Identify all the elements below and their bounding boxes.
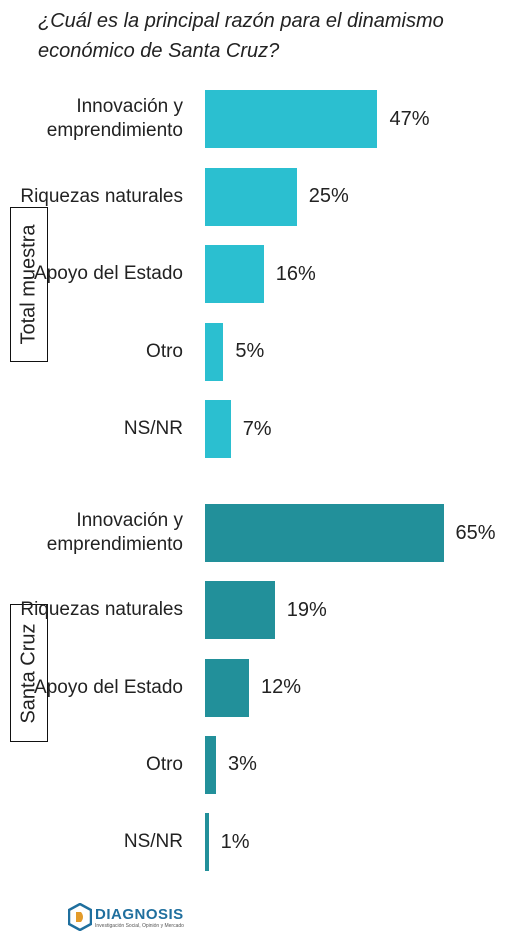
bar bbox=[205, 90, 378, 148]
value-label: 7% bbox=[242, 417, 272, 440]
bar bbox=[205, 658, 250, 717]
bar bbox=[205, 813, 209, 872]
bar bbox=[205, 400, 231, 458]
logo-name: DIAGNOSIS bbox=[95, 905, 184, 923]
logo-tagline: Investigación Social, Opinión y Mercado bbox=[95, 922, 184, 929]
value-label: 3% bbox=[228, 753, 257, 776]
category-label: NS/NR bbox=[123, 831, 183, 853]
value-label: 1% bbox=[220, 830, 250, 853]
value-label: 16% bbox=[275, 262, 316, 285]
category-label: Otro bbox=[146, 753, 183, 775]
logo-icon bbox=[68, 903, 92, 931]
category-label: Riquezas naturales bbox=[20, 599, 183, 621]
bar bbox=[205, 504, 444, 562]
bar bbox=[205, 735, 216, 794]
category-label: Apoyo del Estado bbox=[34, 676, 183, 698]
category-label: Innovación y emprendimiento bbox=[46, 96, 183, 141]
category-label: Apoyo del Estado bbox=[34, 263, 183, 284]
value-label: 25% bbox=[308, 185, 349, 207]
value-label: 12% bbox=[261, 676, 302, 699]
bar bbox=[205, 581, 275, 640]
category-label: Otro bbox=[146, 340, 183, 362]
value-label: 19% bbox=[286, 598, 327, 621]
value-label: 65% bbox=[455, 521, 496, 544]
value-label: 47% bbox=[389, 107, 430, 130]
group-box: Santa Cruz bbox=[10, 604, 48, 742]
bar bbox=[205, 245, 264, 303]
category-label: NS/NR bbox=[123, 418, 183, 439]
value-label: 5% bbox=[235, 340, 265, 362]
group-box: Total muestra bbox=[10, 207, 48, 362]
category-label: Riquezas naturales bbox=[20, 185, 183, 207]
bar bbox=[205, 322, 224, 381]
category-label: Innovación y emprendimiento bbox=[46, 510, 183, 555]
chart-title: ¿Cuál es la principal razón para el dina… bbox=[38, 10, 444, 62]
logo: DIAGNOSIS Investigación Social, Opinión … bbox=[68, 903, 184, 931]
bar bbox=[205, 167, 297, 226]
